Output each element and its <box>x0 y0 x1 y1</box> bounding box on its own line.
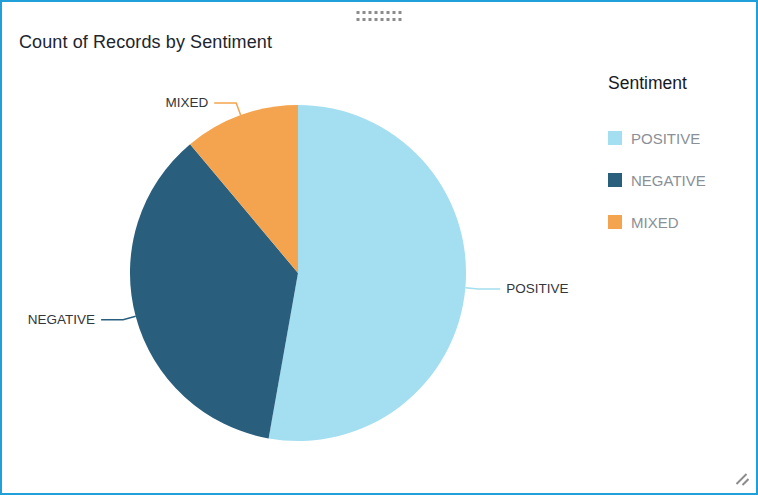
legend-item-mixed[interactable]: MIXED <box>608 215 748 229</box>
legend-label: MIXED <box>631 214 679 231</box>
legend-item-negative[interactable]: NEGATIVE <box>608 173 748 187</box>
legend-label: POSITIVE <box>631 130 700 147</box>
pie-slice-positive[interactable] <box>269 105 466 441</box>
visual-card: Count of Records by Sentiment POSITIVENE… <box>0 0 758 495</box>
slice-label-mixed: MIXED <box>165 95 208 110</box>
legend-label: NEGATIVE <box>631 172 706 189</box>
legend-swatch-mixed <box>608 215 622 229</box>
legend: Sentiment POSITIVE NEGATIVE MIXED <box>608 71 748 257</box>
slice-callout-line-mixed <box>214 103 240 115</box>
legend-items: POSITIVE NEGATIVE MIXED <box>608 131 748 229</box>
legend-item-positive[interactable]: POSITIVE <box>608 131 748 145</box>
legend-swatch-negative <box>608 173 622 187</box>
slice-label-positive: POSITIVE <box>506 281 568 296</box>
legend-swatch-positive <box>608 131 622 145</box>
slice-label-negative: NEGATIVE <box>28 312 95 327</box>
legend-title: Sentiment <box>608 71 748 95</box>
slice-callout-line-negative <box>101 316 136 319</box>
resize-handle-icon[interactable] <box>734 471 749 486</box>
slice-callout-line-positive <box>465 288 500 289</box>
